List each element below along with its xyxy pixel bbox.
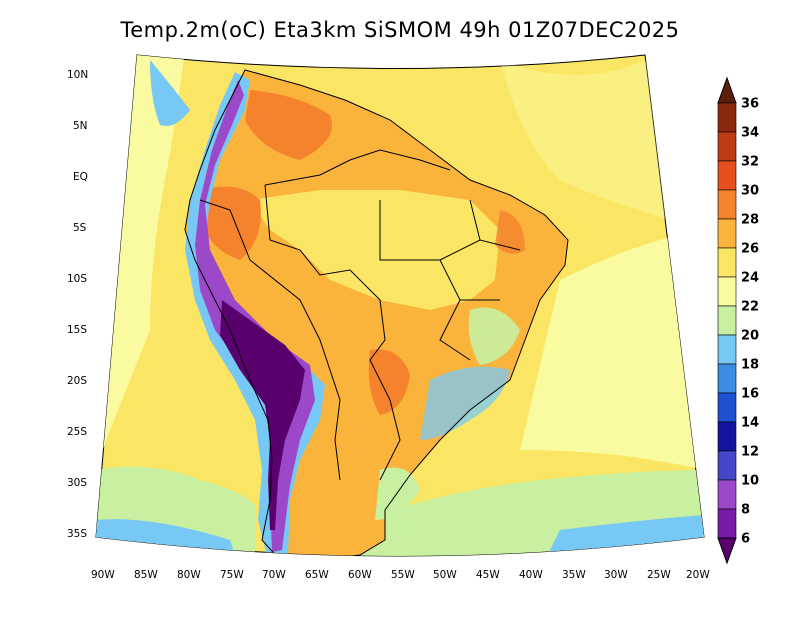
lat-label-10s: 10S	[67, 273, 87, 285]
colorbar-label: 6	[741, 532, 750, 547]
colorbar-segment	[717, 160, 737, 191]
border-states	[379, 199, 521, 361]
field-south-blue-east	[540, 515, 704, 556]
colorbar-segment	[717, 450, 737, 481]
colorbar-label: 18	[741, 358, 759, 373]
colorbar-upper-triangle	[717, 76, 737, 104]
coastline-south-america	[184, 69, 569, 556]
colorbar-label: 14	[741, 416, 759, 431]
colorbar-segment	[717, 363, 737, 394]
lat-label-20s: 20S	[67, 375, 87, 387]
colorbar-label: 34	[741, 126, 759, 141]
colorbar-label: 24	[741, 271, 759, 286]
lon-label-85w: 85W	[134, 569, 158, 581]
colorbar: 6 8 10 12 14 16 18 20 22 24 26 28 30 32 34 36	[717, 76, 759, 565]
lat-label-5s: 5S	[73, 222, 87, 234]
colorbar-label: 36	[741, 97, 759, 112]
colorbar-label: 8	[741, 503, 750, 518]
field-south-blue	[96, 519, 240, 556]
colorbar-segment	[717, 479, 737, 510]
map-title: Temp.2m(oC) Eta3km SiSMOM 49h 01Z07DEC20…	[120, 18, 680, 42]
colorbar-lower-triangle	[717, 537, 737, 565]
land-hot-northeast	[495, 210, 525, 254]
colorbar-segment	[717, 218, 737, 249]
lon-label-40w: 40W	[519, 569, 543, 581]
field-atlantic-pale	[520, 230, 704, 470]
lon-label-80w: 80W	[177, 569, 201, 581]
border-andean	[199, 199, 341, 481]
colorbar-segment	[717, 334, 737, 365]
colorbar-segment	[717, 508, 737, 539]
lon-label-50w: 50W	[433, 569, 457, 581]
colorbar-segment	[717, 102, 737, 133]
lon-label-65w: 65W	[305, 569, 329, 581]
lat-label-25s: 25S	[67, 426, 87, 438]
lon-axis: 90W 85W 80W 75W 70W 65W 60W 55W 50W 45W …	[91, 569, 710, 581]
colorbar-label: 26	[741, 242, 759, 257]
lon-label-55w: 55W	[391, 569, 415, 581]
lon-label-90w: 90W	[91, 569, 115, 581]
land-south-brazil-cool	[375, 467, 420, 520]
colorbar-segment	[717, 276, 737, 307]
colorbar-segment	[717, 189, 737, 220]
land-hot-chaco	[368, 349, 410, 415]
lon-label-25w: 25W	[647, 569, 671, 581]
colorbar-label: 22	[741, 300, 759, 315]
colorbar-label: 10	[741, 474, 759, 489]
land-interior-pale	[250, 190, 500, 310]
colorbar-label: 32	[741, 155, 759, 170]
land-hot-north	[245, 90, 332, 160]
lat-label-5n: 5N	[73, 120, 88, 132]
land-southeast-cool	[420, 366, 510, 440]
lon-label-45w: 45W	[476, 569, 500, 581]
colorbar-label: 12	[741, 445, 759, 460]
colorbar-label: 30	[741, 184, 759, 199]
coastlines	[184, 69, 569, 556]
lon-label-60w: 60W	[348, 569, 372, 581]
colorbar-segment	[717, 392, 737, 423]
lat-label-35s: 35S	[67, 528, 87, 540]
lat-axis: 10N 5N EQ 5S 10S 15S 20S 25S 30S 35S	[67, 69, 88, 540]
colorbar-label: 28	[741, 213, 759, 228]
lat-label-10n: 10N	[67, 69, 88, 81]
lon-label-70w: 70W	[262, 569, 286, 581]
field-pacific-blue-north	[150, 60, 190, 126]
lon-label-75w: 75W	[220, 569, 244, 581]
lon-label-30w: 30W	[604, 569, 628, 581]
lat-label-30s: 30S	[67, 477, 87, 489]
colorbar-segment	[717, 247, 737, 278]
lon-label-35w: 35W	[562, 569, 586, 581]
colorbar-segment	[717, 421, 737, 452]
land-minas-cool	[468, 307, 520, 365]
colorbar-label: 16	[741, 387, 759, 402]
colorbar-segment	[717, 305, 737, 336]
colorbar-label: 20	[741, 329, 759, 344]
colorbar-segment	[717, 131, 737, 162]
lat-label-15s: 15S	[67, 324, 87, 336]
border-brazil	[264, 149, 451, 481]
lat-label-eq: EQ	[73, 171, 88, 183]
lon-label-20w: 20W	[686, 569, 710, 581]
